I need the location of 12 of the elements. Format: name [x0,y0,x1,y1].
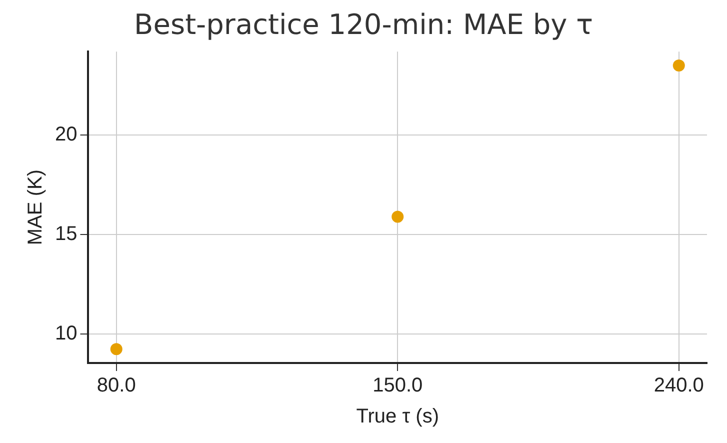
x-tick-label: 240.0 [654,374,704,397]
x-tick-label: 80.0 [96,374,136,397]
x-axis-title: True τ (s) [356,406,439,428]
point [672,60,685,72]
y-axis-title: MAE (K) [24,170,47,246]
point [392,210,404,223]
chart-title: Best-practice 120-min: MAE by τ [134,8,593,42]
y-tick-label: 10 [54,322,78,345]
point [110,343,122,356]
y-tick-label: 15 [54,223,78,246]
x-tick-label: 150.0 [372,374,423,397]
y-tick-label: 20 [54,124,78,146]
